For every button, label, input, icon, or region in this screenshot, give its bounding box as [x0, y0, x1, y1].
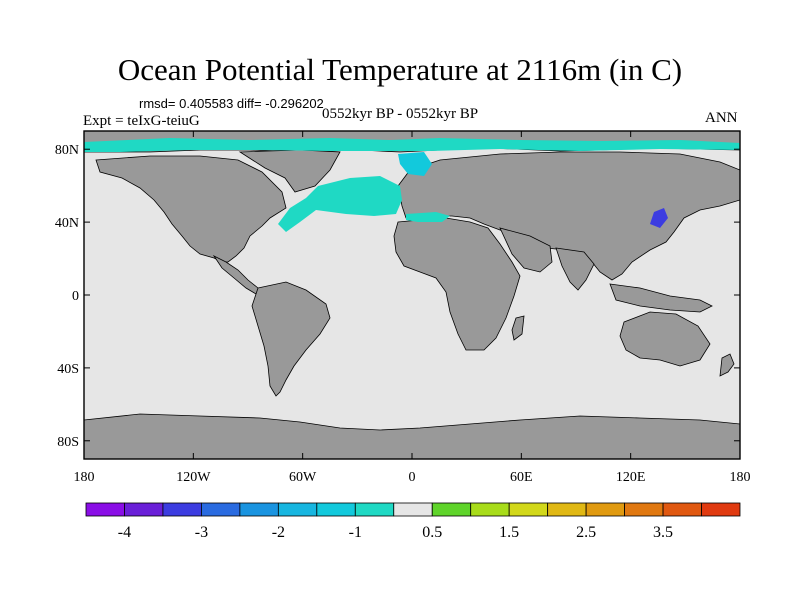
colorbar-label: 3.5: [653, 524, 673, 541]
y-tick-label: 40S: [57, 362, 79, 377]
x-tick-label: 180: [730, 470, 751, 485]
colorbar-label: -4: [118, 524, 131, 541]
x-tick-label: 0: [409, 470, 416, 485]
colorbar-label: -2: [272, 524, 285, 541]
colorbar-swatch: [316, 502, 356, 517]
season-label: ANN: [705, 110, 738, 126]
patch-north-atlantic: [278, 176, 402, 232]
colorbar-swatch: [701, 502, 741, 517]
period-label: 0552kyr BP - 0552kyr BP: [322, 106, 479, 122]
y-tick-label: 0: [72, 289, 79, 304]
colorbar-swatch: [239, 502, 279, 517]
colorbar-swatch: [277, 502, 318, 517]
colorbar-swatch: [85, 502, 125, 517]
land-india: [555, 247, 595, 291]
land-new-zealand: [719, 353, 735, 377]
map-axes: 80N 40N 0 40S 80S 180 120W 60W 0 60E 120E 180: [55, 131, 751, 485]
patch-mediterranean: [406, 212, 450, 222]
land-australia: [619, 311, 711, 367]
land-eurasia: [397, 151, 740, 281]
colorbar-swatch: [354, 502, 395, 517]
y-tick-label: 80S: [57, 435, 79, 450]
land-south-america: [251, 281, 331, 397]
x-tick-label: 60E: [510, 470, 533, 485]
colorbar-swatch: [585, 502, 625, 517]
y-tick-label: 40N: [55, 216, 79, 231]
colorbar-swatch: [431, 502, 472, 517]
map-title: Ocean Potential Temperature at 2116m (in…: [117, 52, 683, 87]
colorbar-swatch: [162, 502, 202, 517]
anomaly-patches: [84, 138, 740, 232]
colorbar-swatch: [624, 502, 664, 517]
colorbar-swatch: [662, 502, 702, 517]
stats-label: rmsd= 0.405583 diff= -0.296202: [139, 96, 324, 111]
land-madagascar: [511, 315, 525, 341]
colorbar-label: -3: [195, 524, 208, 541]
colorbar-swatch: [508, 502, 549, 517]
colorbar-label: 2.5: [576, 524, 596, 541]
colorbar-swatch: [201, 502, 241, 517]
colorbar-swatch: [547, 502, 587, 517]
patch-nordic-sea: [398, 152, 432, 176]
x-tick-label: 120E: [616, 470, 646, 485]
land-north-america: [95, 155, 287, 263]
colorbar: -4 -3 -2 -1 0.5 1.5 2.5 3.5: [85, 502, 741, 541]
y-tick-label: 80N: [55, 143, 79, 158]
colorbar-swatch: [393, 502, 433, 517]
experiment-label: Expt = teIxG-teiuG: [83, 113, 200, 129]
colorbar-swatch: [124, 502, 164, 517]
land-antarctica: [84, 413, 740, 459]
patch-arctic: [84, 138, 740, 152]
land-africa: [393, 217, 521, 351]
colorbar-label: 1.5: [499, 524, 519, 541]
x-tick-label: 60W: [289, 470, 317, 485]
x-tick-label: 120W: [176, 470, 211, 485]
colorbar-label: -1: [349, 524, 362, 541]
land-arabia: [499, 227, 553, 273]
patch-japan: [650, 208, 668, 228]
colorbar-label: 0.5: [422, 524, 442, 541]
colorbar-swatch: [470, 502, 510, 517]
x-tick-label: 180: [74, 470, 95, 485]
land-indonesia: [609, 283, 713, 313]
